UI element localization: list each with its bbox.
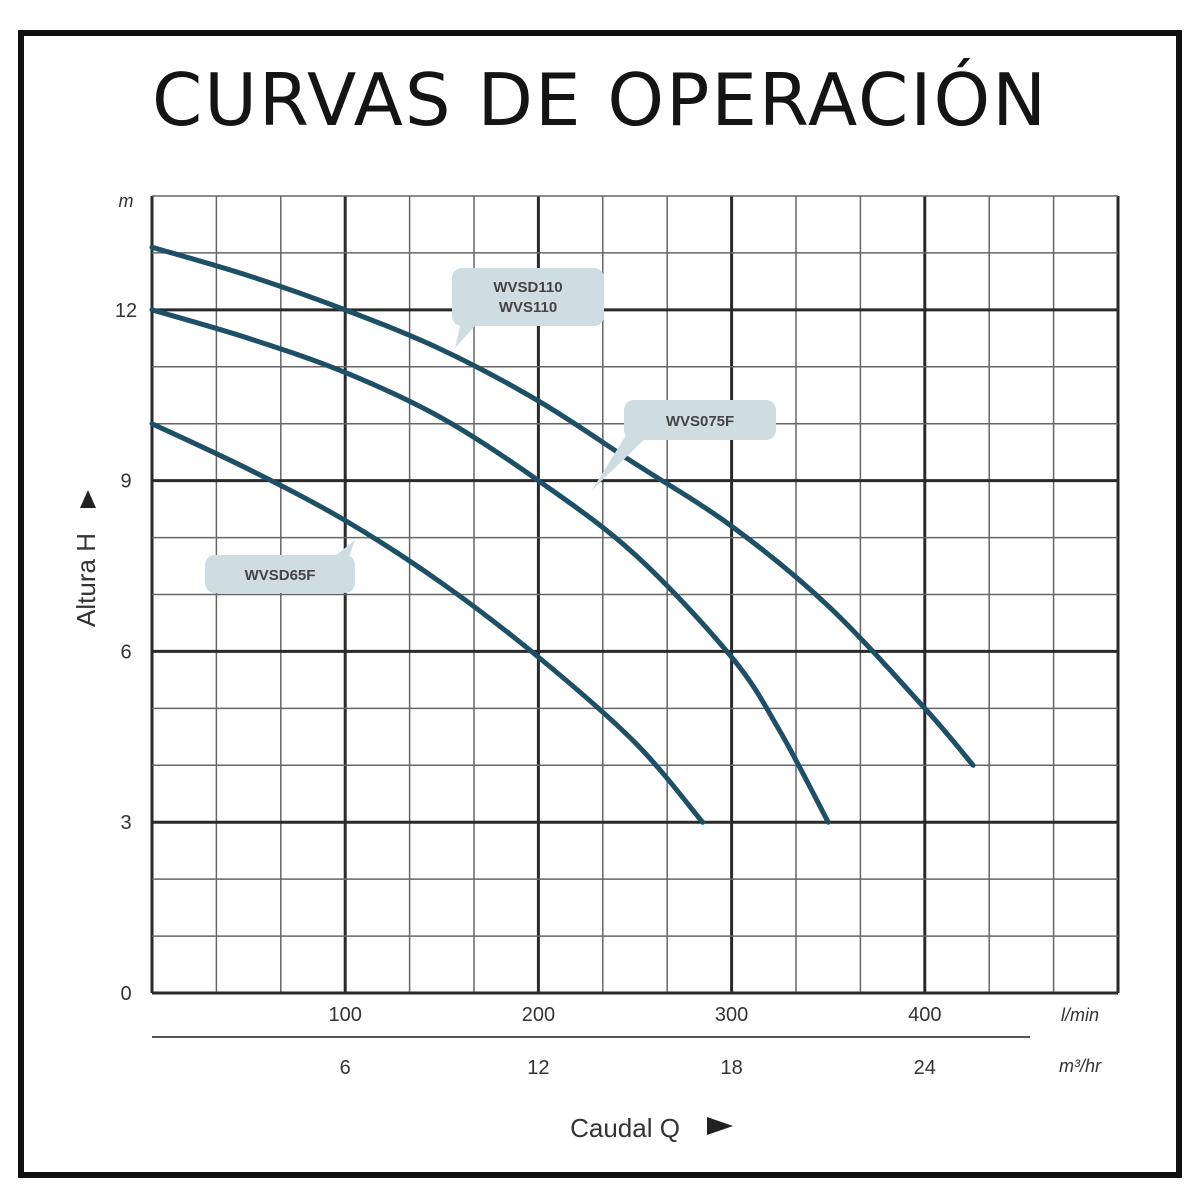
- x-unit-label: l/min: [1061, 1005, 1099, 1025]
- x2-tick-label: 24: [914, 1057, 936, 1079]
- tick-labels: 0 3 6 9 12 100 200 300 400 6 12 18 24: [115, 300, 942, 1079]
- label-wvsd110-line2: WVS110: [499, 299, 557, 316]
- chart-frame: [18, 30, 1182, 1178]
- x2-tick-label: 18: [720, 1057, 742, 1079]
- x2-tick-label: 12: [527, 1057, 549, 1079]
- y-tick-label: 9: [120, 471, 131, 493]
- y-axis-arrow-icon: [80, 490, 96, 508]
- chart-title: CURVAS DE OPERACIÓN: [151, 58, 1049, 142]
- curves: [149, 244, 976, 825]
- x-tick-label: 200: [522, 1004, 555, 1026]
- grid: [150, 195, 1120, 995]
- x-axis-label: Caudal Q: [570, 1113, 680, 1143]
- curve-series-1: [149, 244, 976, 768]
- curve-series-2: [149, 307, 831, 825]
- y-unit-label: m: [119, 191, 134, 211]
- label-wvsd110-line1: WVSD110: [493, 279, 562, 296]
- label-wvsd65f-text: WVSD65F: [245, 567, 316, 584]
- label-wvs075f-text: WVS075F: [666, 413, 734, 430]
- x-tick-label: 400: [908, 1004, 941, 1026]
- y-tick-label: 0: [120, 983, 131, 1005]
- x-axis-arrow-icon: [707, 1117, 733, 1135]
- x2-tick-label: 6: [340, 1057, 351, 1079]
- y-tick-label: 6: [120, 641, 131, 663]
- label-wvsd110: WVSD110 WVS110: [452, 268, 604, 348]
- x-tick-label: 300: [715, 1004, 748, 1026]
- label-wvs075f: WVS075F: [592, 400, 776, 490]
- y-tick-label: 3: [120, 812, 131, 834]
- y-axis-label: Altura H: [71, 533, 101, 627]
- x-tick-label: 100: [329, 1004, 362, 1026]
- x2-unit-label: m³/hr: [1059, 1056, 1102, 1076]
- curve-series-3: [149, 421, 706, 825]
- label-wvsd65f: WVSD65F: [205, 540, 355, 593]
- y-tick-label: 12: [115, 300, 137, 322]
